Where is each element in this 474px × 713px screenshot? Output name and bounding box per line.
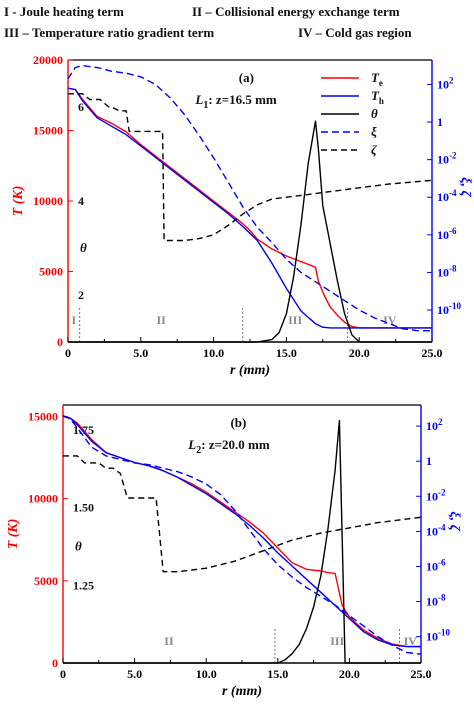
theta-tick-label: 4	[78, 194, 84, 208]
legend-entry-label: Te	[371, 70, 383, 88]
legend-entry-label: ζ	[371, 142, 378, 157]
x-tick-label: 10.0	[196, 667, 217, 681]
theta-axis-label: θ	[80, 240, 87, 255]
theta-tick-label: 2	[78, 288, 84, 302]
y-axis-label: T (K)	[6, 519, 21, 550]
y-tick-label: 20000	[33, 53, 63, 67]
y-tick-label: 10000	[28, 492, 58, 506]
legend-header-collisional: II – Collisional energy exchange term	[192, 4, 400, 19]
legend-header-cold-gas: IV – Cold gas region	[298, 25, 412, 40]
y2-axis-label: ξ, ζ	[458, 177, 473, 197]
y2-tick-label: 10-6	[437, 226, 457, 242]
y-tick-label: 10000	[33, 194, 63, 208]
x-tick-label: 25.0	[411, 667, 432, 681]
panel-a: 0 5.0 10.0 15.0 20.0 25.0 r (mm) 0 5000 10000 1500…	[11, 53, 473, 378]
y2-tick-label: 10-6	[426, 557, 446, 573]
line-label: L2: z=20.0 mm	[187, 437, 270, 456]
legend-entry-label: ξ	[371, 124, 377, 139]
y-tick-label: 0	[57, 335, 63, 349]
series-line-xi	[67, 64, 432, 332]
series-line-zeta	[63, 455, 422, 573]
y2-tick-label: 10-10	[437, 301, 461, 317]
series-line-th	[67, 87, 432, 329]
y-tick-label: 0	[52, 656, 58, 670]
legend-header-temperature-ratio: III – Temperature ratio gradient term	[4, 25, 214, 40]
x-tick-label: 15.0	[267, 667, 288, 681]
theta-tick-label: 6	[78, 100, 84, 114]
x-tick-label: 5.0	[133, 346, 148, 360]
theta-tick-label: 1.50	[73, 501, 94, 515]
y2-tick-label: 10-10	[426, 628, 450, 644]
legend-header-joule: I - Joule heating term	[4, 4, 124, 19]
x-tick-label: 0	[60, 667, 66, 681]
x-tick-label: 20.0	[349, 346, 370, 360]
line-label: L1: z=16.5 mm	[194, 92, 277, 111]
series-line-xi	[62, 414, 422, 655]
y2-tick-label: 1	[437, 115, 443, 129]
y2-tick-label: 102	[426, 417, 443, 433]
x-tick-label: 20.0	[339, 667, 360, 681]
panel-label: (a)	[239, 70, 254, 85]
region-label: III	[330, 634, 344, 648]
x-tick-label: 25.0	[422, 346, 443, 360]
region-label: II	[157, 313, 167, 327]
y-tick-label: 5000	[34, 574, 58, 588]
y2-tick-label: 102	[437, 75, 454, 91]
theta-tick-label: 1.25	[73, 578, 94, 592]
y-tick-label: 5000	[39, 265, 63, 279]
y2-tick-label: 10-4	[437, 188, 457, 204]
series-line-zeta	[68, 93, 433, 242]
y2-tick-label: 10-2	[437, 151, 457, 167]
y2-axis-label: ξ, ζ	[447, 511, 462, 531]
panel-b: 0 5.0 10.0 15.0 20.0 25.0 r (mm) 0 5000 10000 1500…	[6, 404, 462, 699]
theta-axis-label: θ	[75, 538, 82, 553]
y-axis-label: T (K)	[11, 186, 26, 217]
x-tick-label: 10.0	[203, 346, 224, 360]
legend-entry-label: θ	[371, 106, 378, 121]
x-tick-label: 0	[65, 346, 71, 360]
region-label: IV	[404, 634, 418, 648]
x-tick-label: 15.0	[276, 346, 297, 360]
series-line-th	[62, 415, 421, 648]
region-label: IV	[383, 313, 397, 327]
series-line-te	[67, 87, 432, 329]
y-tick-label: 15000	[33, 124, 63, 138]
legend-entry-label: Th	[371, 88, 384, 106]
region-label: I	[71, 313, 76, 327]
y-tick-label: 15000	[28, 410, 58, 424]
panel-label: (b)	[230, 415, 246, 430]
series-line-theta	[68, 120, 432, 343]
region-label: III	[288, 313, 302, 327]
region-label: II	[164, 634, 174, 648]
y2-tick-label: 1	[426, 454, 432, 468]
y2-tick-label: 10-2	[426, 487, 446, 503]
series-line-theta	[63, 419, 421, 664]
y2-tick-label: 10-8	[426, 593, 446, 609]
x-axis-label: r (mm)	[222, 684, 262, 699]
y2-tick-label: 10-8	[437, 263, 457, 279]
x-tick-label: 5.0	[127, 667, 142, 681]
x-axis-label: r (mm)	[230, 363, 270, 378]
y2-tick-label: 10-4	[426, 522, 446, 538]
